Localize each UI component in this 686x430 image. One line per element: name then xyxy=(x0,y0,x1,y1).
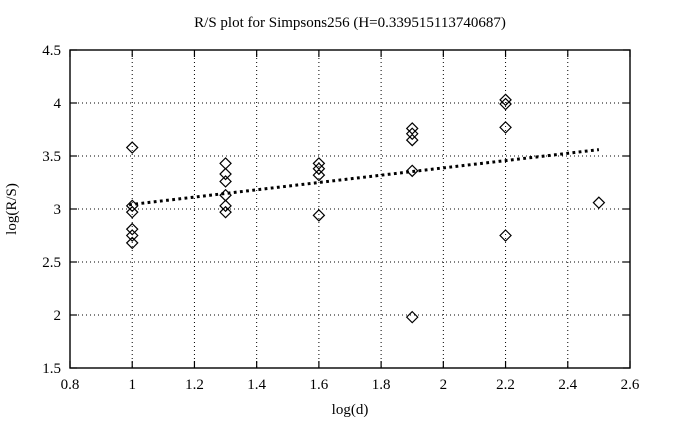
x-tick-label: 2.4 xyxy=(558,377,577,393)
y-tick-label: 3.5 xyxy=(42,149,61,165)
data-point-marker xyxy=(405,164,419,178)
data-point-marker xyxy=(405,127,419,141)
x-tick-label: 1.6 xyxy=(310,377,329,393)
data-point-marker xyxy=(125,205,139,219)
data-point-marker xyxy=(405,133,419,147)
x-tick-label: 2.6 xyxy=(621,377,640,393)
trend-line-segment xyxy=(128,148,600,207)
data-point-marker xyxy=(125,229,139,242)
data-point-marker xyxy=(219,199,232,213)
tick-labels: 0.8 1 1.2 1.4 1.6 1.8 2 2.2 2.4 2.6 1.5 2 2.5 3 3.5 4 4.… xyxy=(42,43,640,393)
data-point-marker xyxy=(125,199,139,213)
data-point-marker xyxy=(592,196,606,209)
y-tick-label: 2 xyxy=(54,308,62,324)
x-tick-label: 1.8 xyxy=(372,377,391,393)
data-point-marker xyxy=(312,162,326,176)
y-tick-label: 4 xyxy=(54,96,62,112)
x-tick-label: 1.4 xyxy=(247,377,266,393)
data-point-marker xyxy=(219,175,232,188)
data-point-marker xyxy=(312,168,326,182)
trend-line xyxy=(128,148,600,207)
x-tick-label: 1 xyxy=(128,377,136,393)
data-point-marker xyxy=(499,97,512,111)
y-tick-label: 3 xyxy=(54,202,62,218)
x-axis-label: log(d) xyxy=(332,402,369,418)
x-tick-label: 2 xyxy=(440,377,448,393)
y-tick-label: 2.5 xyxy=(42,255,61,271)
chart-title: R/S plot for Simpsons256 (H=0.3395151137… xyxy=(194,15,506,31)
data-point-marker xyxy=(499,229,512,242)
gridlines xyxy=(70,50,630,368)
data-point-marker xyxy=(405,310,419,324)
data-point-marker xyxy=(219,157,232,170)
data-point-marker xyxy=(125,236,139,250)
data-point-marker xyxy=(499,93,512,107)
data-point-marker xyxy=(125,222,139,236)
data-point-marker xyxy=(312,209,326,222)
data-points xyxy=(125,93,606,324)
data-point-marker xyxy=(219,205,232,219)
data-point-marker xyxy=(219,167,232,181)
y-tick-label: 1.5 xyxy=(42,361,61,377)
data-point-marker xyxy=(125,141,139,154)
x-tick-label: 0.8 xyxy=(61,377,80,393)
x-tick-label: 2.2 xyxy=(496,377,515,393)
x-tick-label: 1.2 xyxy=(185,377,204,393)
y-axis-label: log(R/S) xyxy=(4,183,20,235)
data-point-marker xyxy=(499,121,512,134)
plot-border xyxy=(69,49,631,369)
y-tick-label: 4.5 xyxy=(42,43,61,59)
